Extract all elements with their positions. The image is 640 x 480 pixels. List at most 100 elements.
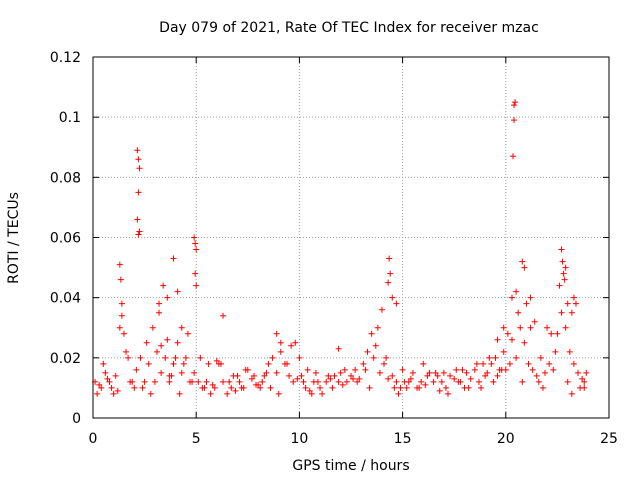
- data-point: [277, 348, 284, 355]
- data-point: [238, 384, 245, 391]
- data-point: [386, 255, 393, 262]
- data-point: [465, 384, 472, 391]
- data-point: [376, 369, 383, 376]
- data-point: [508, 294, 515, 301]
- data-point: [205, 360, 212, 367]
- y-axis-label: ROTI / TECUs: [6, 192, 22, 284]
- data-point: [554, 330, 561, 337]
- data-point: [263, 369, 270, 376]
- data-point: [581, 378, 588, 385]
- data-point: [521, 339, 528, 346]
- data-point: [403, 384, 410, 391]
- data-point: [575, 369, 582, 376]
- data-point: [523, 300, 530, 307]
- data-point: [352, 366, 359, 373]
- data-point: [372, 342, 379, 349]
- data-point: [385, 279, 392, 286]
- data-point: [133, 366, 140, 373]
- data-point: [368, 330, 375, 337]
- data-point: [564, 378, 571, 385]
- data-point: [220, 312, 227, 319]
- data-point: [174, 339, 181, 346]
- data-point: [335, 378, 342, 385]
- data-point: [94, 390, 101, 397]
- data-point: [135, 189, 142, 196]
- data-point: [492, 354, 499, 361]
- data-point: [325, 372, 332, 379]
- data-point: [354, 378, 361, 385]
- data-point: [442, 384, 449, 391]
- data-point: [331, 372, 338, 379]
- data-point: [370, 354, 377, 361]
- data-point: [438, 378, 445, 385]
- data-point: [546, 360, 553, 367]
- data-point: [502, 366, 509, 373]
- data-point: [512, 99, 519, 106]
- data-point: [191, 234, 198, 241]
- data-point: [273, 330, 280, 337]
- data-point: [136, 165, 143, 172]
- data-point: [319, 390, 326, 397]
- data-point: [329, 384, 336, 391]
- data-point: [193, 282, 200, 289]
- data-point: [467, 375, 474, 382]
- data-point: [360, 360, 367, 367]
- data-point: [277, 339, 284, 346]
- data-point: [226, 378, 233, 385]
- data-point: [508, 336, 515, 343]
- data-point: [558, 246, 565, 253]
- data-point: [579, 375, 586, 382]
- data-point: [236, 378, 243, 385]
- data-point: [134, 147, 141, 154]
- data-point: [100, 360, 107, 367]
- data-point: [193, 246, 200, 253]
- data-point: [348, 372, 354, 379]
- data-point: [527, 294, 534, 301]
- data-point: [139, 384, 146, 391]
- data-point: [389, 372, 396, 379]
- data-point: [255, 381, 262, 388]
- data-point: [568, 390, 575, 397]
- data-point: [228, 384, 235, 391]
- data-point: [337, 369, 344, 376]
- data-point: [220, 378, 227, 385]
- data-point: [248, 375, 255, 382]
- data-point: [156, 309, 163, 316]
- data-point: [517, 324, 524, 331]
- data-point: [407, 375, 414, 382]
- data-point: [134, 216, 141, 223]
- data-point: [391, 384, 398, 391]
- data-point: [162, 354, 169, 361]
- data-point: [189, 378, 196, 385]
- data-point: [118, 300, 125, 307]
- data-point: [529, 366, 536, 373]
- data-point: [519, 378, 526, 385]
- data-point: [213, 357, 220, 364]
- data-point: [420, 360, 427, 367]
- data-point: [422, 381, 429, 388]
- data-point: [242, 366, 249, 373]
- data-point: [284, 360, 291, 367]
- data-point: [480, 360, 487, 367]
- data-point: [125, 354, 132, 361]
- data-point: [209, 381, 216, 388]
- data-point: [112, 372, 119, 379]
- data-point: [478, 384, 485, 391]
- data-point: [436, 387, 443, 394]
- data-point: [182, 354, 189, 361]
- data-point: [484, 369, 491, 376]
- data-point: [168, 372, 175, 379]
- data-point: [267, 384, 274, 391]
- data-point: [327, 375, 334, 382]
- data-point: [339, 381, 346, 388]
- data-point: [535, 378, 542, 385]
- data-point: [519, 258, 526, 265]
- data-point: [457, 378, 464, 385]
- data-point: [515, 309, 522, 316]
- data-point: [192, 270, 199, 277]
- data-point: [261, 372, 268, 379]
- data-point: [269, 354, 276, 361]
- data-point: [192, 240, 199, 247]
- data-point: [106, 378, 113, 385]
- data-point: [335, 345, 342, 352]
